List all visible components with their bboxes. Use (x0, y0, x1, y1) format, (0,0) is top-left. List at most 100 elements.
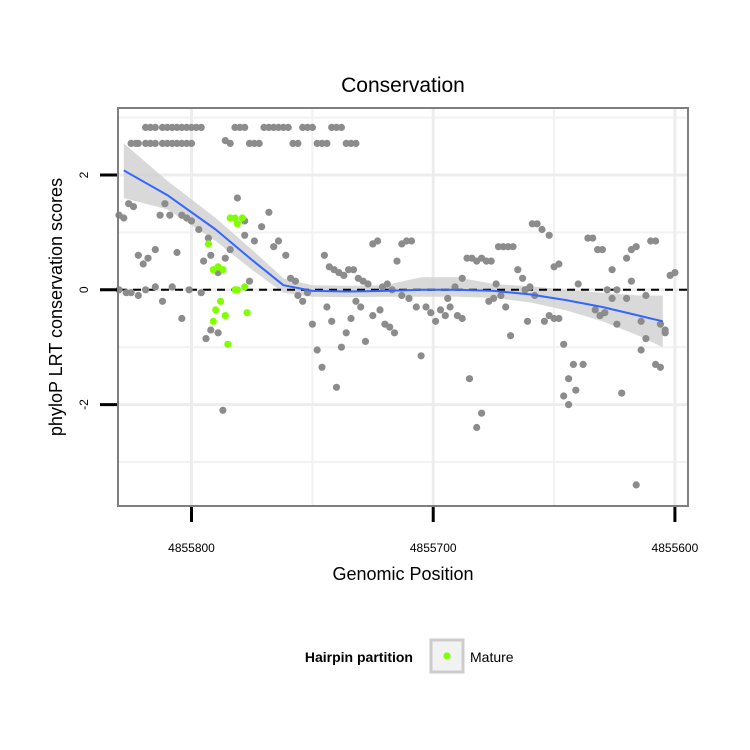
y-tick-label: 2 (77, 171, 91, 178)
conservation-point (207, 326, 215, 334)
conservation-point (313, 346, 321, 354)
conservation-point (487, 257, 495, 265)
conservation-point (185, 286, 193, 294)
mature-point (204, 240, 212, 248)
conservation-point (214, 329, 222, 337)
conservation-point (241, 123, 249, 131)
conservation-point (250, 237, 258, 245)
conservation-point (349, 266, 358, 274)
conservation-point (139, 260, 147, 268)
conservation-point (328, 317, 336, 325)
conservation-point (364, 280, 372, 288)
conservation-point (390, 329, 399, 337)
conservation-point (560, 340, 568, 348)
conservation-point (589, 234, 597, 242)
conservation-point (637, 317, 645, 325)
conservation-point (613, 286, 621, 294)
conservation-point (661, 329, 669, 337)
conservation-point (337, 343, 345, 351)
confidence-band (123, 143, 663, 348)
conservation-point (514, 266, 522, 274)
conservation-point (627, 277, 636, 285)
conservation-point (422, 303, 430, 311)
conservation-point (603, 286, 611, 294)
conservation-point (465, 375, 474, 383)
conservation-point (318, 363, 326, 371)
conservation-point (202, 335, 210, 343)
conservation-point (274, 237, 283, 245)
conservation-point (569, 360, 578, 368)
y-tick-label: -2 (77, 399, 91, 410)
mature-point (231, 214, 239, 222)
conservation-point (642, 335, 650, 343)
conservation-point (427, 309, 435, 317)
conservation-point (502, 303, 510, 311)
conservation-point (226, 139, 234, 147)
conservation-point (195, 225, 203, 234)
conservation-point (417, 352, 425, 360)
conservation-point (158, 297, 167, 305)
conservation-point (386, 323, 394, 331)
conservation-point (555, 314, 563, 323)
conservation-point (197, 123, 205, 131)
conservation-point (555, 260, 563, 268)
conservation-point (332, 383, 341, 391)
mature-point (241, 283, 249, 291)
legend-entry-mature: Mature (470, 649, 514, 665)
conservation-point (637, 346, 645, 354)
conservation-point (282, 251, 290, 259)
conservation-point (187, 139, 196, 147)
conservation-point (129, 203, 138, 211)
conservation-point (608, 294, 616, 302)
conservation-point (623, 294, 631, 302)
conservation-point (436, 306, 445, 314)
conservation-point (299, 297, 307, 305)
conservation-point (144, 254, 152, 262)
mature-point (219, 266, 227, 274)
conservation-point (444, 294, 452, 302)
conservation-point (509, 243, 517, 251)
conservation-point (618, 389, 626, 397)
conservation-point (151, 246, 159, 254)
conservation-point (405, 294, 413, 302)
mature-point (238, 214, 246, 222)
conservation-point (134, 139, 142, 147)
conservation-point (134, 291, 142, 300)
conservation-point (308, 123, 316, 131)
conservation-point (393, 257, 401, 265)
conservation-point (632, 481, 640, 489)
conservation-point (166, 211, 174, 219)
conservation-point (241, 231, 249, 239)
conservation-point (340, 271, 348, 279)
confidence-ribbon (123, 143, 663, 348)
conservation-point (507, 332, 515, 340)
conservation-point (361, 337, 370, 345)
conservation-point (207, 251, 215, 259)
conservation-point (574, 280, 582, 288)
mature-point (212, 306, 220, 314)
axes-layer: 4855800 4855700 4855600 2 0 -2 (77, 171, 699, 555)
conservation-point (134, 251, 142, 259)
conservation-point (294, 139, 302, 147)
conservation-point (221, 254, 229, 262)
conservation-point (579, 360, 587, 368)
conservation-point (632, 243, 640, 251)
conservation-point (565, 401, 573, 409)
legend: Hairpin partition Mature (305, 638, 514, 674)
conservation-point (608, 266, 616, 274)
conservation-point (374, 237, 382, 245)
mature-point (243, 309, 251, 317)
conservation-point (497, 291, 505, 300)
conservation-point (432, 317, 440, 325)
conservation-point (458, 314, 466, 323)
x-tick-label: 4855800 (168, 541, 215, 555)
chart-title: Conservation (341, 74, 465, 97)
conservation-point (601, 309, 609, 317)
conservation-point (369, 312, 377, 320)
conservation-point (151, 283, 159, 291)
conservation-point (671, 269, 679, 277)
conservation-point (398, 291, 406, 300)
conservation-point (613, 320, 621, 328)
conservation-point (519, 274, 527, 282)
